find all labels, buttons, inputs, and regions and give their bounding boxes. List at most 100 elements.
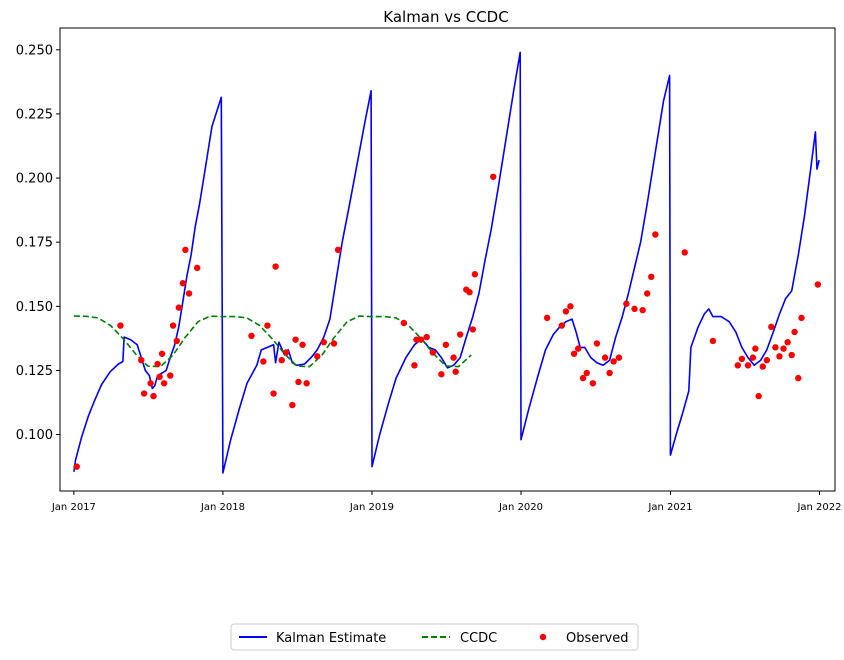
observed-point xyxy=(639,306,646,314)
observed-point xyxy=(615,354,623,361)
observed-point xyxy=(631,305,638,313)
observed-point xyxy=(73,463,80,470)
observed-point xyxy=(438,371,445,378)
observed-point xyxy=(681,249,688,256)
observed-point xyxy=(623,300,630,307)
observed-point xyxy=(466,289,473,296)
observed-point xyxy=(784,339,791,346)
observed-point xyxy=(278,356,285,364)
observed-point xyxy=(648,273,655,281)
x-tick-label: Jan 2020 xyxy=(498,502,543,513)
observed-point xyxy=(579,374,587,382)
observed-point xyxy=(140,390,148,397)
series-layer xyxy=(73,51,822,474)
observed-point xyxy=(147,380,154,387)
observed-point xyxy=(643,290,651,297)
observed-point xyxy=(759,363,766,370)
observed-point xyxy=(780,345,787,352)
observed-point xyxy=(776,353,783,360)
observed-point xyxy=(558,322,566,329)
observed-point xyxy=(574,345,582,352)
observed-point xyxy=(570,350,578,357)
legend-kalman-label: Kalman Estimate xyxy=(276,631,386,646)
observed-point xyxy=(752,345,759,352)
observed-point xyxy=(471,271,479,278)
observed-point xyxy=(452,368,459,375)
legend-ccdc-label: CCDC xyxy=(460,631,497,646)
x-tick-label: Jan 2021 xyxy=(647,502,692,513)
observed-point xyxy=(193,264,201,272)
observed-point xyxy=(589,380,597,387)
observed-point xyxy=(749,354,757,361)
legend: Kalman Estimate CCDC Observed xyxy=(230,623,639,651)
observed-point xyxy=(652,231,659,238)
observed-point xyxy=(601,354,609,361)
observed-point xyxy=(264,322,271,329)
observed-point xyxy=(156,373,163,381)
observed-point xyxy=(456,331,464,338)
observed-point xyxy=(320,339,327,346)
observed-point xyxy=(270,390,277,397)
y-axis: 0.100 0.125 0.150 0.175 0.200 0.225 0.250 xyxy=(16,43,60,443)
observed-point xyxy=(814,281,822,288)
observed-point xyxy=(583,369,590,377)
observed-point xyxy=(417,336,425,343)
kalman-estimate-line xyxy=(73,51,820,474)
observed-point xyxy=(490,173,497,180)
observed-point xyxy=(160,380,168,387)
x-tick-label: Jan 2017 xyxy=(51,502,96,513)
x-axis: Jan 2017 Jan 2018 Jan 2019 Jan 2020 Jan 2021… xyxy=(51,491,842,513)
observed-point xyxy=(117,322,124,329)
observed-point xyxy=(734,362,742,369)
observed-point xyxy=(299,341,306,348)
y-tick-label: 0.200 xyxy=(16,172,53,187)
x-tick-label: Jan 2018 xyxy=(200,502,245,513)
observed-point xyxy=(303,380,310,387)
observed-point xyxy=(543,314,551,322)
observed-point xyxy=(272,263,279,270)
observed-point xyxy=(260,358,267,365)
y-tick-label: 0.125 xyxy=(16,364,53,379)
observed-point xyxy=(429,349,437,356)
observed-point xyxy=(175,304,183,311)
observed-point xyxy=(788,351,795,359)
observed-point xyxy=(179,280,187,287)
x-tick-label: Jan 2019 xyxy=(349,502,394,513)
observed-point xyxy=(593,340,601,347)
legend-observed-label: Observed xyxy=(566,631,629,646)
observed-point xyxy=(744,362,752,369)
observed-point xyxy=(772,344,779,351)
observed-point xyxy=(185,290,193,297)
observed-point xyxy=(330,340,338,347)
observed-point xyxy=(413,336,420,343)
y-tick-label: 0.175 xyxy=(16,236,53,251)
observed-point xyxy=(791,328,798,336)
observed-point xyxy=(606,369,613,377)
observed-point xyxy=(755,392,762,400)
observed-point xyxy=(763,356,771,364)
observed-point xyxy=(167,372,174,379)
observed-point xyxy=(450,354,457,361)
observed-point xyxy=(169,322,177,329)
observed-point xyxy=(798,314,805,322)
y-tick-label: 0.100 xyxy=(16,428,53,443)
observed-point xyxy=(469,326,477,333)
observed-point xyxy=(314,353,321,360)
observed-point xyxy=(248,332,255,340)
y-tick-label: 0.250 xyxy=(16,43,53,58)
y-tick-label: 0.225 xyxy=(16,107,53,122)
observed-point xyxy=(768,323,775,331)
observed-point xyxy=(292,336,299,343)
observed-point xyxy=(289,401,296,409)
observed-point xyxy=(150,392,157,400)
chart-title: Kalman vs CCDC xyxy=(383,8,508,26)
observed-point xyxy=(610,358,617,365)
observed-point xyxy=(173,337,180,345)
observed-point xyxy=(400,319,408,327)
observed-point xyxy=(423,333,430,341)
observed-point xyxy=(567,303,574,310)
plot-area-frame xyxy=(59,27,836,492)
observed-point xyxy=(562,308,570,315)
